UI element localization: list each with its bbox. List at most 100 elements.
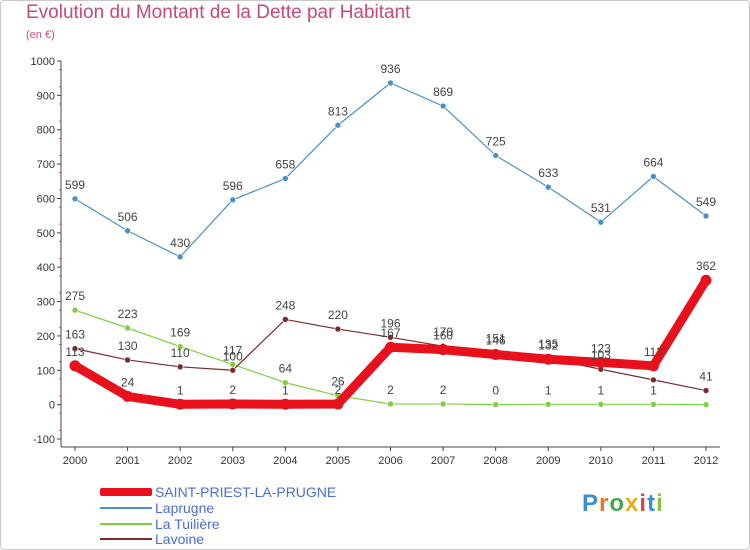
data-point <box>492 401 499 408</box>
data-point <box>122 390 134 402</box>
data-point <box>544 400 552 408</box>
legend-swatch-lavoine <box>100 538 152 540</box>
data-label: 362 <box>696 259 716 273</box>
logo-letter: i <box>639 490 648 517</box>
data-point <box>542 353 554 365</box>
data-point <box>174 398 186 410</box>
data-label: 2 <box>387 383 394 397</box>
data-point <box>176 253 184 261</box>
data-point <box>437 344 449 356</box>
data-point <box>332 398 344 410</box>
data-label: 1 <box>282 383 289 397</box>
data-label: 113 <box>65 345 84 359</box>
y-tick-label: 200 <box>37 331 55 343</box>
data-label: 160 <box>433 329 453 343</box>
data-label: 430 <box>170 236 190 250</box>
x-tick-label: 2002 <box>168 455 192 467</box>
data-label: 117 <box>223 343 242 357</box>
data-label: 223 <box>118 307 138 321</box>
data-label: 599 <box>65 178 85 192</box>
data-label: 506 <box>118 210 138 224</box>
data-point <box>647 360 659 372</box>
data-label: 103 <box>591 348 611 362</box>
x-tick-label: 2000 <box>63 455 87 467</box>
data-label: 41 <box>699 370 713 384</box>
x-tick-label: 2011 <box>642 455 666 467</box>
data-label: 196 <box>380 316 400 330</box>
data-label: 2 <box>229 383 236 397</box>
data-point <box>492 152 499 159</box>
data-label: 936 <box>380 62 400 76</box>
series-line-1 <box>74 82 707 258</box>
data-point <box>71 306 79 314</box>
data-point <box>595 356 607 368</box>
x-tick-label: 2004 <box>273 455 297 467</box>
x-tick-label: 2007 <box>431 455 455 467</box>
logo-letter: t <box>647 490 657 517</box>
data-label: 813 <box>328 104 348 118</box>
data-point <box>279 398 291 410</box>
data-label: 658 <box>275 158 295 172</box>
chart-title: Evolution du Montant de la Dette par Hab… <box>26 2 411 23</box>
data-label: 113 <box>644 345 663 359</box>
data-label: 130 <box>118 339 138 353</box>
x-tick-label: 2010 <box>589 455 613 467</box>
data-label: 596 <box>223 179 243 193</box>
data-label: 275 <box>65 289 85 303</box>
data-point <box>387 333 394 341</box>
data-label: 169 <box>170 326 190 340</box>
data-label: 110 <box>171 346 190 360</box>
data-point <box>124 324 131 332</box>
data-label: 220 <box>328 308 348 322</box>
data-label: 633 <box>538 166 558 180</box>
data-point <box>282 316 289 323</box>
y-tick-label: 800 <box>37 125 55 137</box>
data-label: 64 <box>279 362 293 376</box>
chart-subtitle: (en €) <box>26 29 55 41</box>
data-label: 2 <box>335 383 342 397</box>
legend-label-laprugne: Laprugne <box>155 500 215 516</box>
data-point <box>387 400 394 408</box>
y-tick-label: 500 <box>37 228 55 240</box>
data-point <box>702 212 710 220</box>
legend-label-lavoine: Lavoine <box>155 531 205 547</box>
logo-letter: P <box>582 490 600 517</box>
data-point <box>176 343 184 350</box>
data-label: 1 <box>650 383 657 397</box>
x-tick-label: 2012 <box>694 455 718 467</box>
y-tick-label: 300 <box>37 297 55 309</box>
y-tick-label: 400 <box>37 262 55 274</box>
data-label: 100 <box>223 349 243 363</box>
x-tick-label: 2009 <box>536 455 560 467</box>
data-label: 1 <box>177 383 184 397</box>
data-label: 123 <box>591 341 611 355</box>
legend-label-la-tuiliere: La Tuilière <box>155 516 220 532</box>
logo-letter: x <box>625 490 640 517</box>
data-point <box>124 227 131 235</box>
logo-letter: r <box>599 490 610 517</box>
x-tick-label: 2001 <box>115 455 139 467</box>
data-label: 869 <box>433 85 453 99</box>
y-tick-label: 900 <box>37 90 55 102</box>
data-label: 132 <box>538 338 558 352</box>
data-point <box>597 400 605 408</box>
y-tick-label: 0 <box>49 400 55 412</box>
legend-swatch-saint-priest <box>100 488 152 496</box>
data-label: 531 <box>591 201 611 215</box>
data-label: 170 <box>433 325 453 339</box>
x-tick-label: 2005 <box>326 455 350 467</box>
data-point <box>702 401 710 408</box>
data-point <box>385 341 396 353</box>
data-point <box>650 376 657 384</box>
legend-label-saint-priest: SAINT-PRIEST-LA-PRUGNE <box>155 484 337 500</box>
data-label: 664 <box>643 155 663 169</box>
data-point <box>544 183 552 191</box>
x-tick-label: 2008 <box>483 455 507 467</box>
data-point <box>439 102 447 110</box>
data-point <box>229 196 237 204</box>
data-label: 135 <box>538 337 558 351</box>
data-label: 2 <box>440 383 447 397</box>
y-tick-label: 600 <box>37 193 55 205</box>
data-point <box>71 345 79 352</box>
